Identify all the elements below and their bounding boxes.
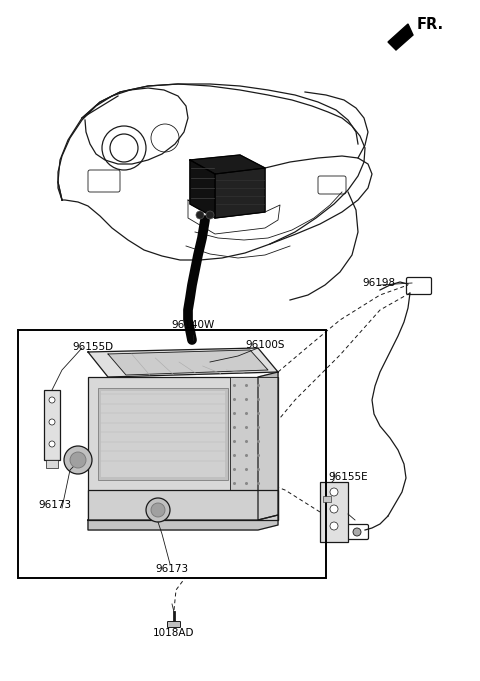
Text: 96173: 96173	[155, 564, 188, 574]
Bar	[46, 460, 58, 468]
Polygon shape	[88, 515, 278, 530]
Text: 96155D: 96155D	[72, 342, 113, 352]
FancyBboxPatch shape	[168, 622, 180, 627]
Bar	[88, 377, 278, 520]
Text: FR.: FR.	[417, 17, 444, 32]
Bar	[320, 482, 348, 542]
Circle shape	[49, 397, 55, 403]
Polygon shape	[190, 155, 265, 174]
Text: 96173: 96173	[38, 500, 71, 510]
Circle shape	[206, 211, 214, 219]
Circle shape	[64, 446, 92, 474]
Bar	[101, 391, 225, 477]
Bar	[230, 377, 278, 520]
Circle shape	[330, 522, 338, 530]
Polygon shape	[88, 348, 278, 377]
Circle shape	[146, 498, 170, 522]
Polygon shape	[388, 24, 413, 50]
Polygon shape	[108, 350, 268, 375]
Bar	[88, 490, 278, 520]
Circle shape	[330, 488, 338, 496]
Text: 96100S: 96100S	[245, 340, 285, 350]
Polygon shape	[215, 168, 265, 218]
Polygon shape	[258, 372, 278, 520]
Circle shape	[49, 441, 55, 447]
Bar	[98, 388, 228, 480]
Bar	[18, 330, 326, 578]
Polygon shape	[190, 160, 215, 218]
Circle shape	[70, 452, 86, 468]
Bar	[323, 496, 331, 502]
Circle shape	[49, 419, 55, 425]
Text: 1018AD: 1018AD	[153, 628, 194, 638]
Text: 96198: 96198	[362, 278, 395, 288]
Circle shape	[330, 505, 338, 513]
Bar	[44, 390, 60, 460]
Circle shape	[151, 503, 165, 517]
Text: 96140W: 96140W	[171, 320, 215, 330]
Text: 96155E: 96155E	[328, 472, 368, 482]
Circle shape	[353, 528, 361, 536]
Circle shape	[196, 211, 204, 219]
